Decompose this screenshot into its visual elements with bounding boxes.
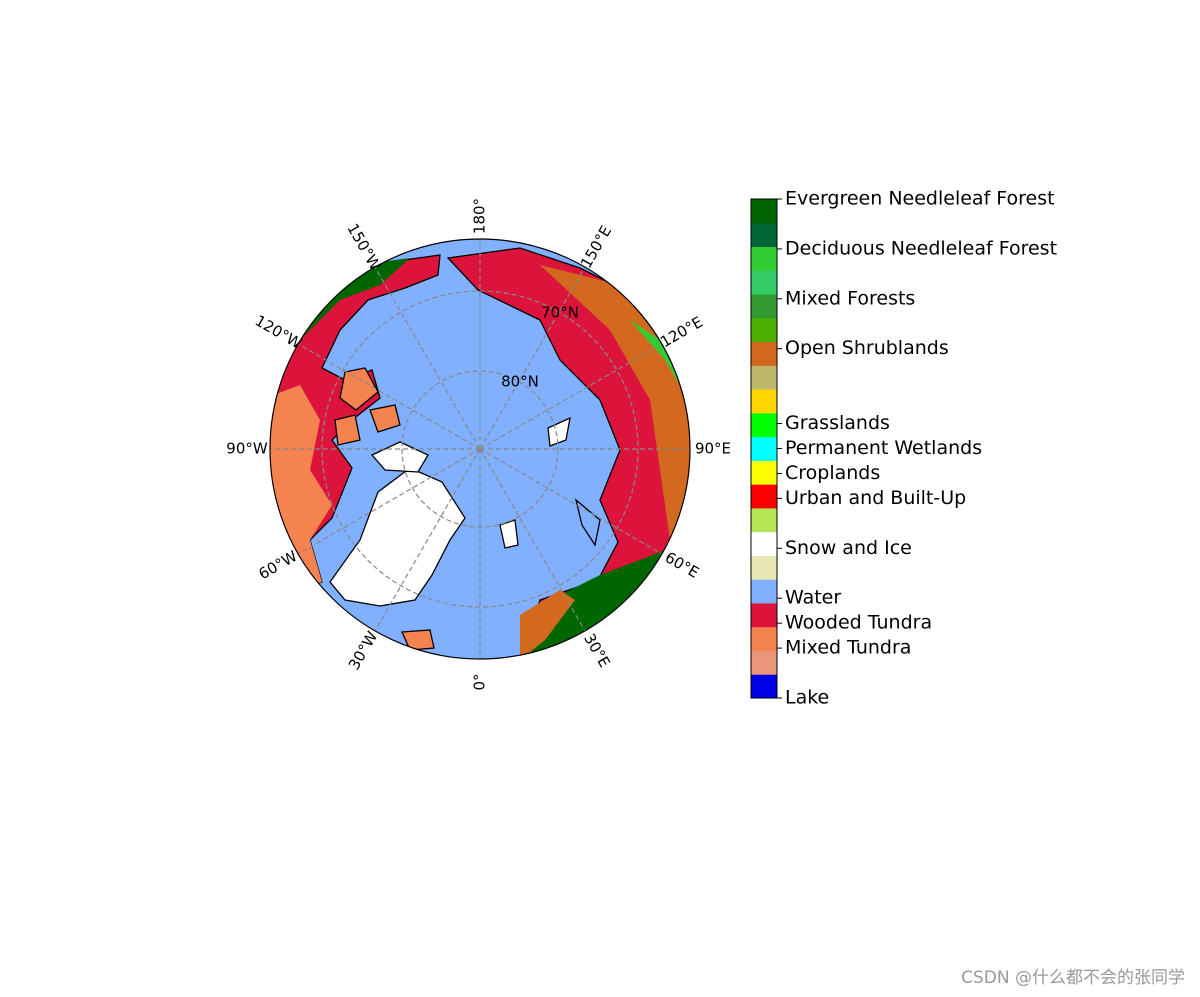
colorbar-label: Mixed Tundra — [785, 637, 911, 659]
colorbar-segment — [751, 484, 777, 509]
greenland — [329, 467, 466, 607]
colorbar-segment — [751, 222, 777, 248]
meridian-label: 180° — [471, 198, 489, 234]
island — [339, 367, 379, 411]
colorbar-segment — [751, 460, 777, 485]
parallel — [401, 370, 559, 528]
meridian-label: 90°W — [226, 440, 268, 458]
meridian-label: 0° — [471, 673, 489, 690]
meridian-label: 30°W — [345, 628, 381, 673]
colorbar: Lake Mixed Tundra Wooded Tundra Water Snow a… — [750, 188, 1057, 709]
colorbar-label: Mixed Forests — [785, 287, 915, 309]
island — [547, 416, 571, 447]
meridian — [374, 266, 481, 450]
map-border — [269, 238, 691, 660]
colorbar-segment — [751, 246, 777, 271]
colorbar-label: Evergreen Needleleaf Forest — [785, 188, 1055, 210]
colorbar-label: Deciduous Needleleaf Forest — [785, 237, 1057, 259]
parallel — [321, 290, 639, 608]
meridian — [374, 448, 481, 632]
colorbar-segment — [751, 579, 777, 604]
island — [369, 404, 401, 433]
colorbar-segment — [751, 199, 777, 224]
meridian-label: 60°E — [662, 548, 702, 582]
colorbar-segment — [751, 531, 777, 556]
colorbar-segment — [751, 317, 777, 343]
colorbar-label: Open Shrublands — [785, 337, 949, 359]
meridian — [479, 448, 663, 555]
meridian-label: 120°W — [252, 312, 305, 353]
meridian-label: 150°E — [577, 223, 615, 271]
colorbar-segment — [751, 555, 777, 580]
colorbar-segment — [751, 626, 777, 651]
iceland — [401, 629, 435, 651]
colorbar-label: Croplands — [785, 462, 880, 484]
meridian-label: 120°E — [657, 313, 705, 351]
meridian — [479, 343, 663, 450]
graticule — [270, 239, 690, 659]
watermark: CSDN @什么都不会的张同学 — [961, 968, 1185, 988]
colorbar-segment — [751, 674, 777, 699]
polar-map: 0° 30°E 60°E 90°E 120°E 150°E 180° 150°W 120°W 90… — [226, 198, 731, 691]
colorbar-label: Permanent Wetlands — [785, 437, 982, 459]
colorbar-segment — [751, 389, 777, 414]
colorbar-label: Water — [785, 587, 841, 609]
colorbar-segment — [751, 270, 777, 295]
colorbar-label: Urban and Built-Up — [785, 487, 966, 509]
meridian — [479, 448, 586, 632]
meridian-label: 150°W — [343, 220, 384, 273]
colorbar-label: Grasslands — [785, 412, 890, 434]
meridian — [297, 448, 481, 555]
colorbar-segment — [751, 507, 777, 533]
meridian — [297, 343, 481, 450]
island — [499, 519, 519, 549]
colorbar-label: Wooded Tundra — [785, 612, 932, 634]
parallel-label: 80°N — [501, 373, 539, 391]
colorbar-label: Lake — [785, 687, 829, 709]
meridian — [479, 266, 586, 450]
colorbar-segment — [751, 365, 777, 390]
colorbar-segment — [751, 341, 777, 366]
meridian-label: 90°E — [695, 440, 731, 458]
meridian-label: 30°E — [580, 630, 614, 670]
colorbar-segment — [751, 602, 777, 628]
shrubland — [520, 590, 575, 659]
meridian-label: 60°W — [256, 547, 301, 583]
parallel-label: 70°N — [541, 304, 579, 322]
colorbar-label: Snow and Ice — [785, 537, 912, 559]
colorbar-segment — [751, 294, 777, 319]
island — [334, 414, 361, 446]
colorbar-segment — [751, 412, 777, 438]
colorbar-segment — [751, 650, 777, 675]
colorbar-segment — [751, 436, 777, 461]
